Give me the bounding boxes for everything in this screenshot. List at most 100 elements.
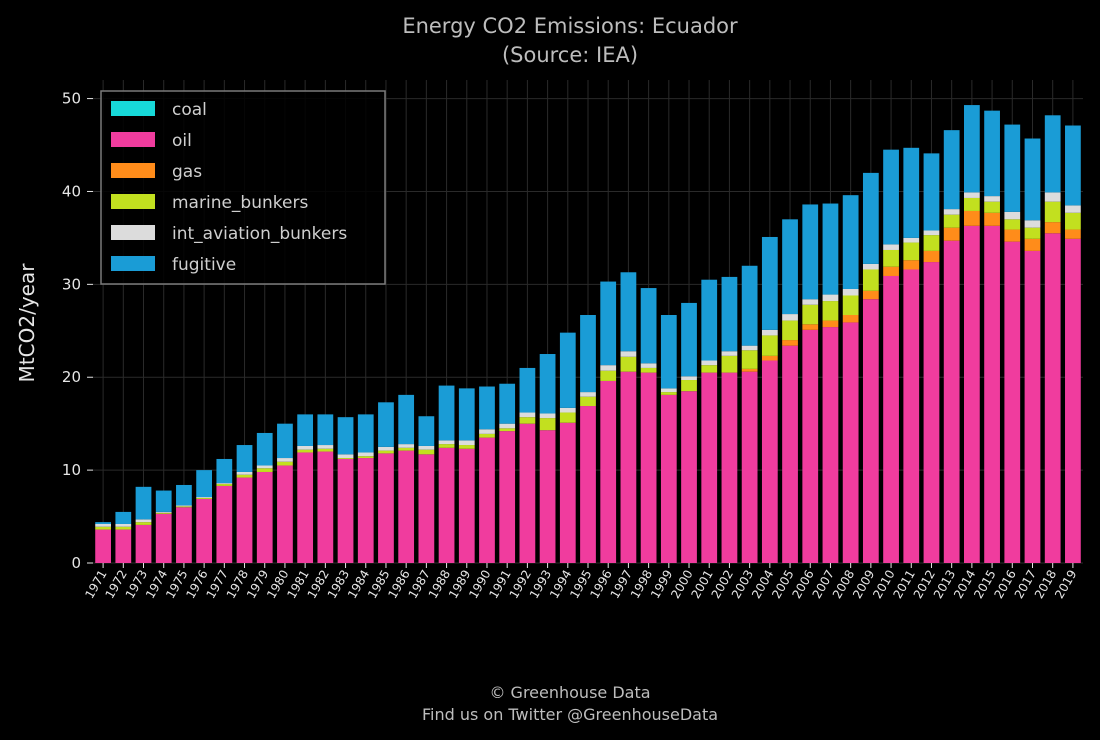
bar-fugitive-2016 bbox=[1004, 124, 1021, 212]
bar-int_aviation_bunkers-1998 bbox=[640, 363, 657, 368]
bar-int_aviation_bunkers-1980 bbox=[277, 458, 293, 462]
bar-marine_bunkers-2011 bbox=[903, 242, 920, 261]
bar-int_aviation_bunkers-1992 bbox=[519, 412, 536, 418]
bar-marine_bunkers-2006 bbox=[802, 304, 819, 325]
bar-oil-2018 bbox=[1044, 233, 1061, 563]
bar-marine_bunkers-1980 bbox=[277, 461, 293, 466]
bar-oil-2002 bbox=[721, 372, 738, 563]
bar-marine_bunkers-2007 bbox=[822, 301, 839, 321]
bar-marine_bunkers-2005 bbox=[782, 320, 798, 341]
bar-fugitive-2015 bbox=[984, 110, 1000, 197]
footer-copyright: © Greenhouse Data bbox=[489, 683, 650, 702]
bar-fugitive-2017 bbox=[1024, 138, 1041, 221]
bar-oil-1997 bbox=[620, 371, 637, 563]
bar-int_aviation_bunkers-1986 bbox=[398, 444, 415, 448]
bar-oil-2005 bbox=[782, 345, 798, 563]
bar-fugitive-1993 bbox=[539, 354, 556, 414]
bar-int_aviation_bunkers-1983 bbox=[337, 454, 354, 459]
bar-marine_bunkers-2017 bbox=[1024, 227, 1041, 239]
bar-int_aviation_bunkers-1978 bbox=[236, 471, 253, 475]
bar-fugitive-1991 bbox=[499, 383, 516, 424]
bar-oil-2006 bbox=[802, 329, 819, 563]
bar-oil-1996 bbox=[600, 380, 617, 563]
bar-oil-2019 bbox=[1065, 238, 1081, 563]
bar-oil-1980 bbox=[277, 465, 293, 563]
legend-label-fugitive: fugitive bbox=[172, 255, 236, 275]
bar-gas-2005 bbox=[782, 340, 798, 346]
bar-marine_bunkers-1973 bbox=[135, 522, 152, 525]
bar-fugitive-1979 bbox=[256, 432, 273, 466]
bar-marine_bunkers-1998 bbox=[640, 367, 657, 373]
y-tick-label: 30 bbox=[62, 275, 81, 293]
legend-swatch-int_aviation_bunkers bbox=[111, 225, 155, 240]
bar-oil-2015 bbox=[984, 225, 1000, 563]
bar-int_aviation_bunkers-2018 bbox=[1044, 192, 1061, 202]
bar-fugitive-1997 bbox=[620, 272, 637, 352]
bar-fugitive-2001 bbox=[701, 279, 718, 361]
bar-int_aviation_bunkers-2008 bbox=[842, 288, 859, 296]
bar-oil-2003 bbox=[741, 371, 758, 563]
bar-marine_bunkers-2015 bbox=[984, 201, 1000, 213]
bar-fugitive-1996 bbox=[600, 281, 617, 366]
bar-int_aviation_bunkers-2007 bbox=[822, 294, 839, 302]
bar-fugitive-2008 bbox=[842, 195, 859, 289]
bar-int_aviation_bunkers-1975 bbox=[176, 505, 192, 507]
bar-marine_bunkers-1992 bbox=[519, 417, 536, 424]
bar-marine_bunkers-1983 bbox=[337, 458, 354, 459]
legend-swatch-fugitive bbox=[111, 256, 155, 271]
bar-fugitive-2006 bbox=[802, 204, 819, 300]
bar-marine_bunkers-2016 bbox=[1004, 219, 1021, 230]
bar-oil-1987 bbox=[418, 454, 435, 563]
bar-marine_bunkers-1975 bbox=[176, 506, 192, 508]
bar-int_aviation_bunkers-1971 bbox=[95, 523, 111, 527]
legend-label-marine_bunkers: marine_bunkers bbox=[172, 193, 308, 213]
bar-marine_bunkers-2001 bbox=[701, 365, 718, 373]
bars bbox=[95, 105, 1081, 564]
bar-int_aviation_bunkers-2010 bbox=[883, 244, 899, 250]
bar-fugitive-2002 bbox=[721, 276, 738, 352]
bar-fugitive-2013 bbox=[943, 130, 960, 210]
legend-label-coal: coal bbox=[172, 100, 207, 120]
bar-oil-1989 bbox=[458, 448, 475, 563]
bar-fugitive-1984 bbox=[357, 414, 374, 453]
bar-int_aviation_bunkers-1991 bbox=[499, 423, 516, 429]
bar-int_aviation_bunkers-1990 bbox=[479, 429, 495, 434]
bar-int_aviation_bunkers-2001 bbox=[701, 360, 718, 366]
bar-int_aviation_bunkers-1988 bbox=[438, 440, 455, 445]
bar-gas-2012 bbox=[923, 250, 940, 263]
bar-fugitive-1981 bbox=[297, 414, 314, 446]
bar-oil-1988 bbox=[438, 447, 455, 563]
bar-marine_bunkers-1997 bbox=[620, 356, 637, 372]
bar-int_aviation_bunkers-1976 bbox=[196, 497, 213, 498]
bar-marine_bunkers-2014 bbox=[963, 197, 980, 211]
bar-marine_bunkers-1989 bbox=[458, 445, 475, 449]
bar-oil-1971 bbox=[95, 529, 111, 563]
bar-oil-2011 bbox=[903, 269, 920, 563]
bar-fugitive-2010 bbox=[883, 149, 899, 245]
bar-fugitive-2000 bbox=[681, 302, 697, 377]
bar-marine_bunkers-1990 bbox=[479, 433, 495, 438]
bar-int_aviation_bunkers-2016 bbox=[1004, 211, 1021, 220]
bar-fugitive-1982 bbox=[317, 414, 334, 446]
bar-oil-1990 bbox=[479, 437, 495, 563]
bar-oil-2010 bbox=[883, 275, 899, 563]
bar-gas-2015 bbox=[984, 212, 1000, 226]
legend-swatch-oil bbox=[111, 132, 155, 147]
bar-oil-2009 bbox=[862, 299, 879, 563]
y-tick-label: 10 bbox=[62, 461, 81, 479]
bar-int_aviation_bunkers-2017 bbox=[1024, 220, 1041, 228]
bar-oil-1986 bbox=[398, 450, 415, 563]
bar-gas-2003 bbox=[741, 368, 758, 372]
bar-int_aviation_bunkers-2015 bbox=[984, 196, 1000, 202]
bar-oil-1975 bbox=[176, 507, 192, 563]
bar-fugitive-1975 bbox=[176, 484, 192, 506]
legend-label-gas: gas bbox=[172, 162, 202, 182]
bar-oil-2007 bbox=[822, 327, 839, 563]
bar-marine_bunkers-2012 bbox=[923, 235, 940, 251]
bar-oil-2017 bbox=[1024, 250, 1041, 563]
bar-oil-1984 bbox=[357, 458, 374, 563]
bar-gas-2017 bbox=[1024, 238, 1041, 251]
bar-fugitive-1998 bbox=[640, 288, 657, 364]
y-tick-label: 40 bbox=[62, 182, 81, 200]
